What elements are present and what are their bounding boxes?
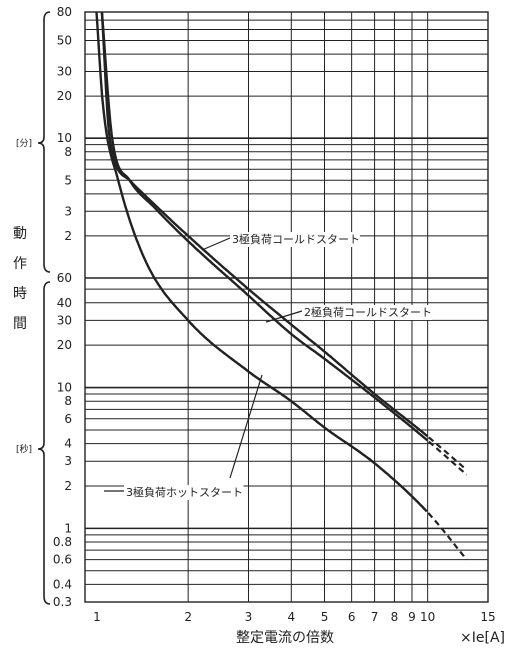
series-line-2-solid [100,11,429,442]
y-tick-label: 3 [64,454,72,468]
series-label-3pole-hot: 3極負荷ホットスタート [126,485,243,499]
series-label-3pole-cold-bg [230,232,360,247]
x-tick-label: 9 [408,610,416,624]
y-tick-label: 80 [57,5,72,19]
series-line-1-dashed [428,436,468,471]
x-tick-label: 2 [184,610,192,624]
y-tick-label: 8 [64,394,72,408]
x-tick-label: 1 [93,610,101,624]
series-line-1-solid [100,11,429,438]
series-label-2pole-cold: 2極負荷コールドスタート [304,305,432,319]
annotation-layer: 3極負荷コールドスタート 2極負荷コールドスタート 3極負荷ホットスタート [37,11,432,605]
x-tick-label: 15 [480,610,495,624]
series-label-2pole-cold-leader [265,310,303,323]
y-tick-label: 10 [57,131,72,145]
y-tick-label: 30 [57,313,72,327]
y-tick-label: 60 [57,271,72,285]
curly-brace-icon [37,281,51,605]
y-tick-label: 20 [57,89,72,103]
series-label-3pole-cold-leader [201,237,231,251]
tick-layer: 8050302010853260403020108643210.80.60.40… [13,5,505,646]
series-line-3-solid [95,11,428,513]
x-tick-label: 8 [391,610,399,624]
y-tick-label: 50 [57,34,72,48]
series-line-2-dashed [428,440,468,476]
x-axis-title: 整定電流の倍数 [236,630,334,646]
x-axis-unit: ×Ie[A] [460,630,505,646]
x-tick-label: 7 [371,610,379,624]
y-tick-label: 0.8 [53,535,72,549]
y-tick-label: 6 [64,412,72,426]
y-tick-label: 0.6 [53,553,72,567]
y-tick-label: 20 [57,338,72,352]
series-layer [95,11,468,561]
series-label-3pole-hot-leader2 [229,374,263,479]
x-tick-label: 10 [420,610,435,624]
y-tick-label: 10 [57,381,72,395]
y-tick-label: 8 [64,145,72,159]
y-tick-label: 3 [64,204,72,218]
series-label-2pole-cold-bg [302,305,432,320]
curly-brace-icon [37,11,51,273]
y-unit-minutes: [分] [16,138,32,149]
y-tick-label: 5 [64,173,72,187]
y-tick-label: 2 [64,229,72,243]
series-line-3-dashed [427,512,468,561]
y-tick-label: 0.4 [53,577,72,591]
y-axis-title-char: 動 [13,226,27,242]
y-tick-label: 2 [64,479,72,493]
x-tick-label: 6 [348,610,356,624]
x-tick-label: 5 [321,610,329,624]
y-axis-title-char: 時 [13,286,27,302]
y-tick-label: 0.3 [53,595,72,609]
y-tick-label: 1 [64,521,72,535]
y-unit-seconds: [秒] [16,443,32,455]
series-label-3pole-cold: 3極負荷コールドスタート [232,232,360,246]
y-tick-label: 4 [64,437,72,451]
y-axis-title-char: 間 [13,316,27,332]
y-tick-label: 30 [57,65,72,79]
y-tick-label: 40 [57,296,72,310]
series-label-3pole-hot-bg [124,485,244,500]
y-axis-title-char: 作 [13,256,27,272]
x-tick-label: 4 [287,610,295,624]
x-tick-label: 3 [245,610,253,624]
grid-layer [84,11,489,603]
